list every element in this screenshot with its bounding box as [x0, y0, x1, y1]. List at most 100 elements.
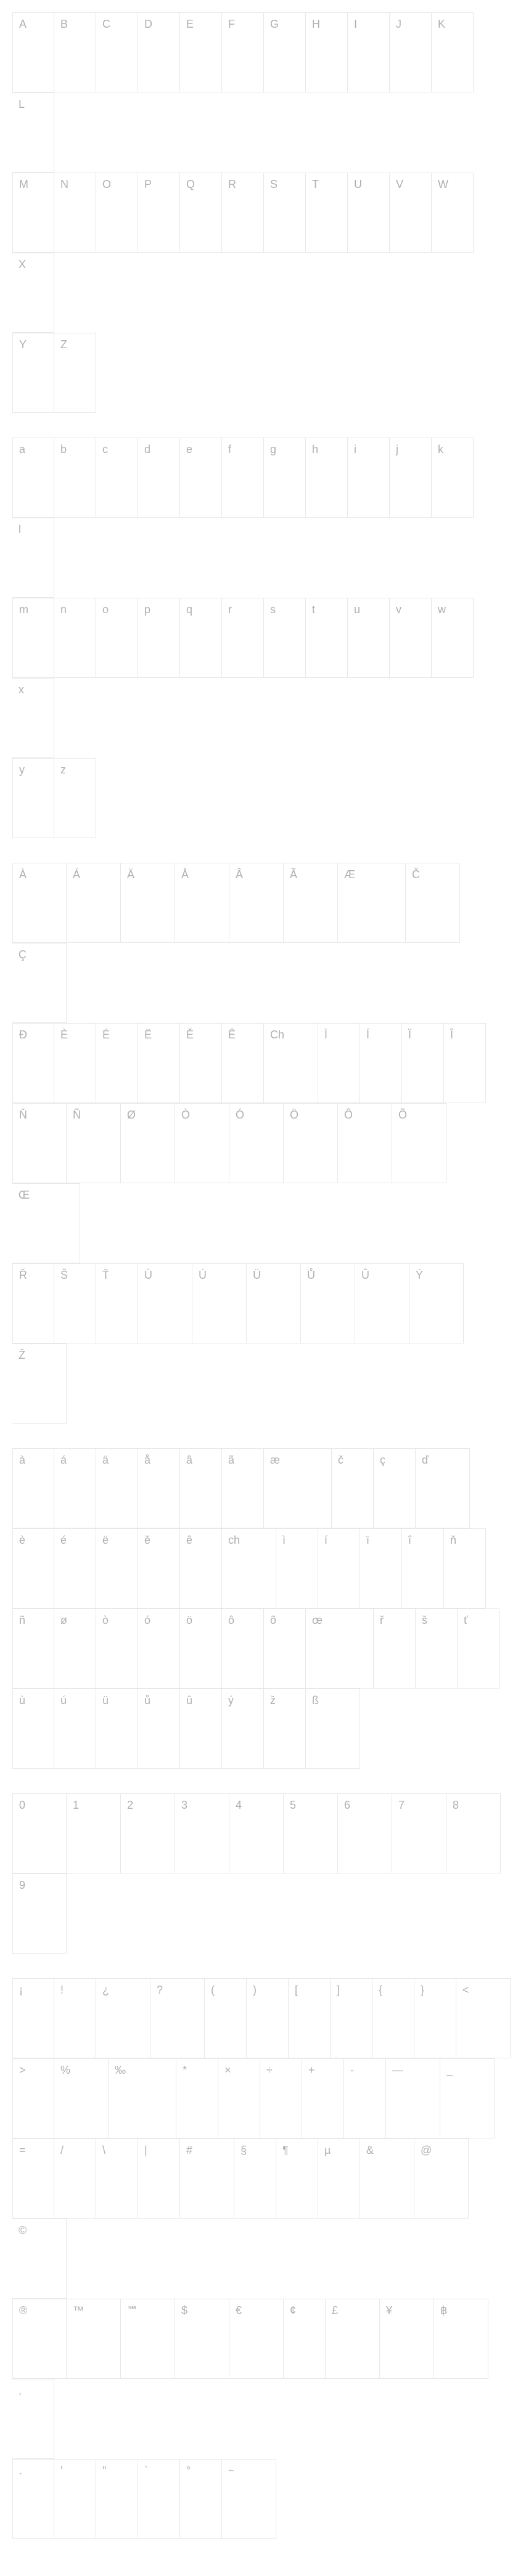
glyph-cell[interactable]: Ø — [121, 1103, 175, 1183]
glyph-cell[interactable]: ř — [374, 1608, 416, 1689]
glyph-cell[interactable]: x — [12, 678, 54, 758]
glyph-cell[interactable]: ï — [360, 1528, 402, 1608]
glyph-cell[interactable]: O — [96, 173, 138, 253]
glyph-cell[interactable]: č — [332, 1448, 374, 1528]
glyph-cell[interactable]: × — [218, 2058, 260, 2138]
glyph-cell[interactable]: ÷ — [260, 2058, 302, 2138]
glyph-cell[interactable]: 0 — [12, 1793, 67, 1873]
glyph-cell[interactable]: Æ — [338, 863, 406, 943]
glyph-cell[interactable]: $ — [175, 2299, 229, 2379]
glyph-cell[interactable]: E — [180, 12, 222, 92]
glyph-cell[interactable]: s — [264, 598, 306, 678]
glyph-cell[interactable]: [ — [289, 1978, 331, 2058]
glyph-cell[interactable]: g — [264, 438, 306, 518]
glyph-cell[interactable]: Ù — [138, 1263, 192, 1343]
glyph-cell[interactable]: | — [138, 2138, 180, 2219]
glyph-cell[interactable]: c — [96, 438, 138, 518]
glyph-cell[interactable]: í — [318, 1528, 360, 1608]
glyph-cell[interactable]: R — [222, 173, 264, 253]
glyph-cell[interactable]: h — [306, 438, 348, 518]
glyph-cell[interactable]: õ — [264, 1608, 306, 1689]
glyph-cell[interactable]: Z — [54, 333, 96, 413]
glyph-cell[interactable]: ì — [276, 1528, 318, 1608]
glyph-cell[interactable]: Î — [444, 1023, 486, 1103]
glyph-cell[interactable]: Ê — [222, 1023, 264, 1103]
glyph-cell[interactable]: ℠ — [121, 2299, 175, 2379]
glyph-cell[interactable]: b — [54, 438, 96, 518]
glyph-cell[interactable]: # — [180, 2138, 234, 2219]
glyph-cell[interactable]: œ — [306, 1608, 374, 1689]
glyph-cell[interactable]: À — [12, 863, 67, 943]
glyph-cell[interactable]: à — [12, 1448, 54, 1528]
glyph-cell[interactable]: Ý — [409, 1263, 464, 1343]
glyph-cell[interactable]: D — [138, 12, 180, 92]
glyph-cell[interactable]: o — [96, 598, 138, 678]
glyph-cell[interactable]: ™ — [67, 2299, 121, 2379]
glyph-cell[interactable]: ê — [180, 1528, 222, 1608]
glyph-cell[interactable]: . — [12, 2459, 54, 2539]
glyph-cell[interactable]: Â — [229, 863, 284, 943]
glyph-cell[interactable]: = — [12, 2138, 54, 2219]
glyph-cell[interactable]: G — [264, 12, 306, 92]
glyph-cell[interactable]: Á — [67, 863, 121, 943]
glyph-cell[interactable]: Ô — [338, 1103, 392, 1183]
glyph-cell[interactable]: á — [54, 1448, 96, 1528]
glyph-cell[interactable]: Ò — [175, 1103, 229, 1183]
glyph-cell[interactable]: ě — [138, 1528, 180, 1608]
glyph-cell[interactable]: @ — [414, 2138, 469, 2219]
glyph-cell[interactable]: Ñ — [67, 1103, 121, 1183]
glyph-cell[interactable]: v — [390, 598, 432, 678]
glyph-cell[interactable]: f — [222, 438, 264, 518]
glyph-cell[interactable]: 8 — [446, 1793, 501, 1873]
glyph-cell[interactable]: ~ — [222, 2459, 276, 2539]
glyph-cell[interactable]: a — [12, 438, 54, 518]
glyph-cell[interactable]: ñ — [12, 1608, 54, 1689]
glyph-cell[interactable]: ° — [180, 2459, 222, 2539]
glyph-cell[interactable]: d — [138, 438, 180, 518]
glyph-cell[interactable]: Ž — [12, 1343, 67, 1424]
glyph-cell[interactable]: š — [416, 1608, 458, 1689]
glyph-cell[interactable]: Ó — [229, 1103, 284, 1183]
glyph-cell[interactable]: Q — [180, 173, 222, 253]
glyph-cell[interactable]: 7 — [392, 1793, 446, 1873]
glyph-cell[interactable]: ü — [96, 1689, 138, 1769]
glyph-cell[interactable]: Ř — [12, 1263, 54, 1343]
glyph-cell[interactable]: \ — [96, 2138, 138, 2219]
glyph-cell[interactable]: K — [432, 12, 474, 92]
glyph-cell[interactable]: î — [402, 1528, 444, 1608]
glyph-cell[interactable]: Ch — [264, 1023, 318, 1103]
glyph-cell[interactable]: å — [138, 1448, 180, 1528]
glyph-cell[interactable]: £ — [326, 2299, 380, 2379]
glyph-cell[interactable]: æ — [264, 1448, 332, 1528]
glyph-cell[interactable]: ý — [222, 1689, 264, 1769]
glyph-cell[interactable]: m — [12, 598, 54, 678]
glyph-cell[interactable]: Ň — [12, 1103, 67, 1183]
glyph-cell[interactable]: © — [12, 2219, 67, 2299]
glyph-cell[interactable]: 1 — [67, 1793, 121, 1873]
glyph-cell[interactable]: ö — [180, 1608, 222, 1689]
glyph-cell[interactable]: Ů — [301, 1263, 355, 1343]
glyph-cell[interactable]: > — [12, 2058, 54, 2138]
glyph-cell[interactable]: â — [180, 1448, 222, 1528]
glyph-cell[interactable]: } — [414, 1978, 456, 2058]
glyph-cell[interactable]: € — [229, 2299, 284, 2379]
glyph-cell[interactable]: Ë — [138, 1023, 180, 1103]
glyph-cell[interactable]: ฿ — [434, 2299, 488, 2379]
glyph-cell[interactable]: 4 — [229, 1793, 284, 1873]
glyph-cell[interactable]: Ð — [12, 1023, 54, 1103]
glyph-cell[interactable]: ť — [458, 1608, 499, 1689]
glyph-cell[interactable]: ß — [306, 1689, 360, 1769]
glyph-cell[interactable]: Ö — [284, 1103, 338, 1183]
glyph-cell[interactable]: ¶ — [276, 2138, 318, 2219]
glyph-cell[interactable]: ď — [416, 1448, 470, 1528]
glyph-cell[interactable]: ` — [138, 2459, 180, 2539]
glyph-cell[interactable]: ň — [444, 1528, 486, 1608]
glyph-cell[interactable]: ¿ — [96, 1978, 150, 2058]
glyph-cell[interactable]: % — [54, 2058, 109, 2138]
glyph-cell[interactable]: ô — [222, 1608, 264, 1689]
glyph-cell[interactable]: Å — [175, 863, 229, 943]
glyph-cell[interactable]: t — [306, 598, 348, 678]
glyph-cell[interactable]: Č — [406, 863, 460, 943]
glyph-cell[interactable]: Ì — [318, 1023, 360, 1103]
glyph-cell[interactable]: V — [390, 173, 432, 253]
